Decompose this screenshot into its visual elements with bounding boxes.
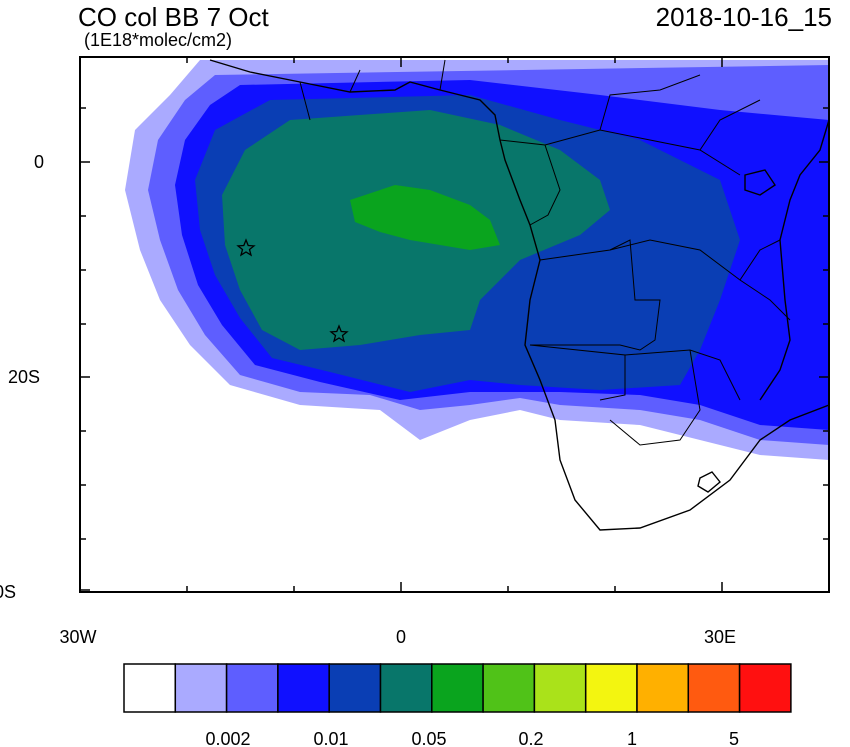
country-borders (299, 59, 791, 446)
timestamp-label: 2018-10-16_15 (656, 2, 832, 32)
border (499, 139, 561, 226)
colorbar-label: 1 (627, 729, 637, 747)
lat-label-40s: 40S (0, 582, 16, 602)
border (609, 239, 791, 321)
colorbar-label: 0.2 (518, 729, 543, 747)
colorbar-swatch (584, 663, 638, 713)
colorbar-labels: 0.002 0.01 0.05 0.2 1 5 (205, 729, 739, 747)
border (609, 349, 701, 446)
colorbar-label: 5 (729, 729, 739, 747)
africa-east-coast (759, 60, 829, 401)
colorbar (123, 663, 792, 713)
lon-ticks (79, 57, 723, 592)
border (529, 344, 626, 401)
plume-band-6 (350, 185, 500, 250)
colorbar-swatch (174, 663, 228, 713)
colorbar-label: 0.05 (411, 729, 446, 747)
colorbar-swatch (738, 663, 792, 713)
star-marker-ascension (236, 238, 256, 257)
lat-label-20s: 20S (8, 367, 40, 387)
colorbar-swatch (431, 663, 484, 713)
colorbar-swatch (636, 663, 690, 713)
lon-label-30e: 30E (704, 627, 736, 647)
colorbar-swatch (328, 663, 382, 713)
co-plume (125, 60, 829, 460)
border (299, 59, 761, 151)
map-title: CO col BB 7 Oct (78, 2, 269, 32)
colorbar-swatch (482, 663, 536, 713)
units-label: (1E18*molec/cm2) (84, 30, 232, 50)
colorbar-swatch (533, 663, 587, 713)
border (530, 239, 661, 351)
lake-victoria (744, 169, 776, 196)
lon-label-30w: 30W (59, 627, 96, 647)
map-area (80, 57, 829, 592)
colorbar-label: 0.01 (313, 729, 348, 747)
border (624, 349, 741, 401)
colorbar-swatch (277, 663, 330, 713)
lat-ticks (80, 107, 829, 591)
border (544, 129, 741, 176)
colorbar-swatch (687, 663, 741, 713)
border (739, 239, 781, 281)
lon-label-0: 0 (396, 627, 406, 647)
lesotho (697, 471, 721, 493)
star-marker-st-helena (329, 324, 349, 343)
station-markers (236, 238, 349, 343)
colorbar-label: 0.002 (205, 729, 250, 747)
colorbar-swatch (379, 663, 433, 713)
lat-label-0: 0 (34, 152, 44, 172)
colorbar-swatch (225, 663, 279, 713)
colorbar-swatch (123, 663, 177, 713)
